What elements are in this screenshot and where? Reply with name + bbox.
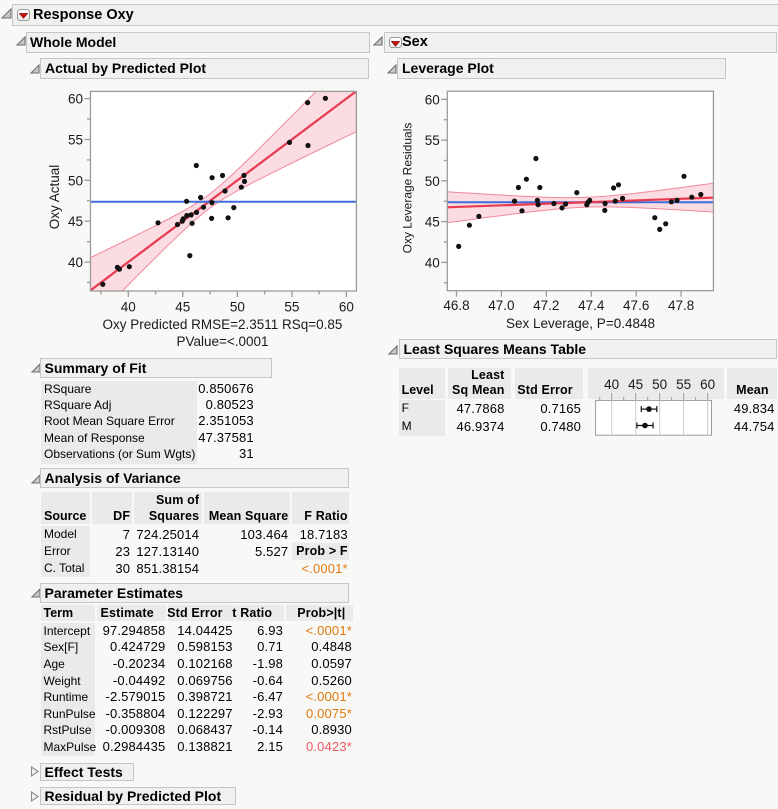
svg-text:47.0: 47.0 — [488, 298, 514, 313]
svg-text:47.6: 47.6 — [623, 298, 649, 313]
svg-text:47.2: 47.2 — [533, 298, 559, 313]
svg-text:60: 60 — [425, 92, 440, 107]
svg-text:46.8: 46.8 — [443, 298, 469, 313]
svg-text:55: 55 — [68, 133, 83, 148]
svg-text:60: 60 — [68, 92, 83, 107]
svg-text:60: 60 — [339, 299, 354, 314]
svg-text:55: 55 — [676, 377, 691, 392]
svg-text:50: 50 — [652, 377, 667, 392]
svg-text:50: 50 — [68, 173, 83, 188]
svg-text:55: 55 — [284, 299, 299, 314]
svg-text:40: 40 — [425, 255, 440, 270]
svg-text:40: 40 — [121, 299, 136, 314]
svg-text:60: 60 — [700, 377, 715, 392]
svg-text:50: 50 — [230, 299, 245, 314]
svg-text:Oxy Leverage Residuals: Oxy Leverage Residuals — [401, 123, 415, 254]
svg-text:40: 40 — [604, 377, 619, 392]
svg-text:47.8: 47.8 — [668, 298, 694, 313]
svg-text:40: 40 — [68, 255, 83, 270]
svg-text:45: 45 — [425, 215, 440, 230]
svg-text:45: 45 — [175, 299, 190, 314]
svg-text:47.4: 47.4 — [578, 298, 605, 313]
svg-text:55: 55 — [425, 133, 440, 148]
svg-text:50: 50 — [425, 174, 440, 189]
svg-text:Oxy Actual: Oxy Actual — [47, 165, 62, 230]
svg-text:45: 45 — [628, 377, 643, 392]
svg-text:45: 45 — [68, 214, 83, 229]
